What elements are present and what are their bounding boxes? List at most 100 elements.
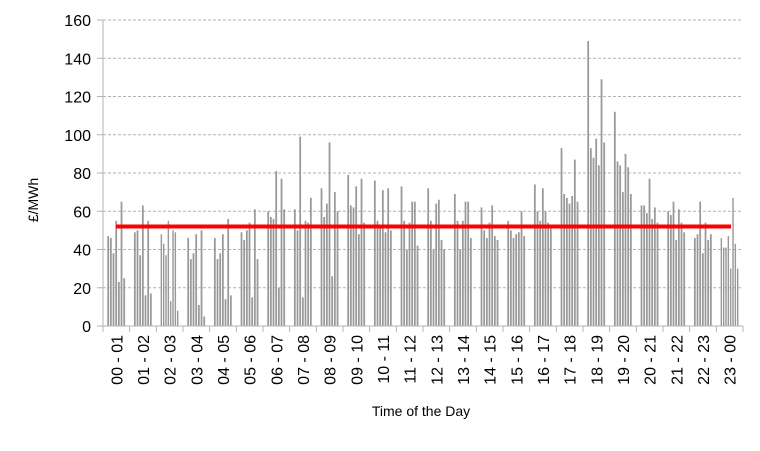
bar (373, 180, 376, 326)
bar (296, 230, 299, 327)
bar (323, 216, 326, 326)
bar (115, 220, 118, 326)
bar (429, 220, 432, 326)
bar (165, 255, 167, 326)
bar (192, 253, 195, 326)
bar (269, 216, 272, 326)
x-tick-label: 15 - 16 (509, 335, 526, 385)
bar (539, 220, 542, 326)
x-tick-label: 20 - 21 (643, 335, 660, 385)
bar (347, 174, 350, 326)
bar (627, 167, 630, 326)
bar (656, 222, 659, 326)
bar (333, 192, 336, 327)
x-tick-label: 16 - 17 (536, 335, 553, 385)
bar (357, 234, 360, 326)
x-tick-label: 12 - 13 (429, 335, 446, 385)
bar (381, 190, 384, 326)
bar (352, 207, 355, 326)
bar (517, 232, 520, 326)
bar (651, 218, 654, 326)
x-tick-label: 05 - 06 (243, 335, 260, 385)
bar (272, 218, 275, 326)
bar (243, 239, 246, 326)
bar (195, 234, 198, 326)
bar (461, 220, 464, 326)
bar (675, 239, 678, 326)
bar (467, 201, 470, 326)
axes (102, 20, 744, 332)
x-tick-label: 13 - 14 (456, 335, 473, 385)
bar (123, 278, 126, 326)
bar (213, 238, 216, 326)
x-tick-label: 22 - 23 (696, 335, 713, 385)
bar (200, 230, 203, 327)
bar (107, 236, 110, 326)
bar (144, 295, 147, 326)
bar (363, 222, 366, 326)
bar (592, 157, 595, 326)
x-tick-label: 07 - 08 (296, 335, 313, 385)
x-tick-label: 18 - 19 (589, 335, 606, 385)
x-tick-label: 23 - 00 (723, 335, 740, 385)
bar (725, 247, 727, 326)
x-tick-label: 08 - 09 (323, 335, 340, 385)
bar (693, 238, 696, 326)
bar (520, 211, 523, 326)
bar (301, 297, 304, 326)
x-tick-label: 10 - 11 (376, 335, 393, 384)
bar (453, 194, 456, 326)
gridlines (97, 19, 743, 327)
bar (722, 247, 725, 326)
bar (443, 249, 446, 326)
bar (603, 142, 606, 326)
y-tick-label: 140 (64, 51, 91, 68)
bar (459, 249, 462, 326)
bar (727, 236, 730, 326)
y-tick-label: 80 (73, 166, 91, 183)
bar (512, 238, 515, 326)
bar (176, 310, 179, 326)
x-tick-label: 00 - 01 (109, 335, 126, 385)
bar (280, 178, 283, 326)
bar (160, 234, 163, 326)
bar (621, 192, 624, 327)
x-tick-label: 03 - 04 (189, 335, 206, 385)
bar (309, 197, 312, 326)
bar (645, 213, 648, 326)
bar (109, 238, 112, 326)
x-tick-label: 01 - 02 (136, 335, 153, 385)
y-tick-labels: 0 20 40 60 80 100 120 140 160 (64, 13, 91, 336)
x-tick-label: 14 - 15 (483, 335, 500, 385)
y-tick-label: 40 (73, 243, 91, 260)
bar (677, 209, 680, 326)
bar (299, 136, 302, 326)
bar (667, 211, 670, 326)
bar (167, 220, 170, 326)
bar (197, 304, 200, 326)
x-tick-label: 19 - 20 (616, 335, 633, 385)
bar (533, 184, 536, 326)
bar (112, 253, 115, 326)
bar (331, 276, 334, 326)
bar (277, 287, 280, 326)
x-tick-label: 06 - 07 (269, 335, 286, 385)
bar (320, 188, 323, 326)
bar (411, 201, 414, 326)
bar (251, 297, 254, 326)
bar (597, 165, 600, 326)
bar (256, 259, 259, 326)
bar (709, 234, 712, 326)
bar (680, 222, 683, 326)
bar (493, 236, 496, 326)
bar (491, 205, 494, 326)
bar (565, 197, 568, 326)
x-tick-labels: 00 - 01 01 - 02 02 - 03 03 - 04 04 - 05 05 - … (109, 335, 739, 385)
y-tick-label: 20 (73, 281, 91, 298)
bar (683, 232, 686, 326)
bar (174, 232, 177, 326)
bar (307, 222, 310, 326)
bar (440, 239, 443, 326)
bar (729, 268, 732, 327)
